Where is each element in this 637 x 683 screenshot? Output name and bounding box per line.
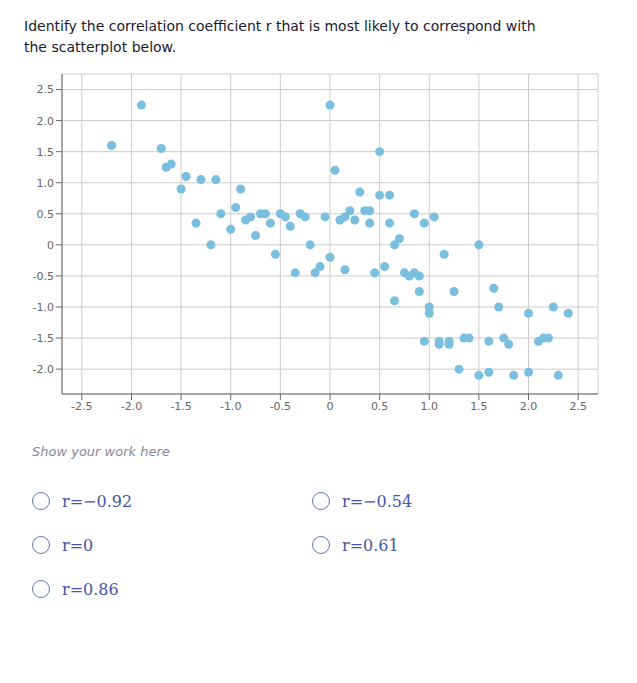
svg-text:0: 0 [327, 400, 334, 413]
svg-text:1.5: 1.5 [37, 146, 55, 159]
svg-text:2.5: 2.5 [569, 400, 587, 413]
html-text:r=−0.92: r=−0.92 [62, 491, 133, 511]
svg-text:-1.5: -1.5 [170, 400, 191, 413]
svg-text:0.5: 0.5 [37, 208, 55, 221]
svg-text:-2.0: -2.0 [33, 363, 54, 376]
html-text:the scatterplot below.: the scatterplot below. [24, 39, 177, 55]
svg-text:-0.5: -0.5 [270, 400, 291, 413]
svg-text:0: 0 [47, 239, 54, 252]
html-text:r=−0.54: r=−0.54 [342, 491, 413, 511]
svg-text:2.0: 2.0 [520, 400, 538, 413]
html-text:r=0.61: r=0.61 [342, 535, 399, 555]
html-text:r=0: r=0 [62, 535, 94, 555]
svg-text:-1.0: -1.0 [220, 400, 241, 413]
svg-text:1.0: 1.0 [421, 400, 439, 413]
svg-text:1.0: 1.0 [37, 177, 55, 190]
svg-text:0.5: 0.5 [371, 400, 389, 413]
html-text:r=0.86: r=0.86 [62, 579, 119, 599]
svg-text:2.0: 2.0 [37, 115, 55, 128]
svg-text:2.5: 2.5 [37, 83, 55, 96]
svg-text:-0.5: -0.5 [33, 270, 54, 283]
svg-text:-1.0: -1.0 [33, 301, 54, 314]
svg-text:-1.5: -1.5 [33, 332, 54, 345]
svg-text:-2.5: -2.5 [71, 400, 92, 413]
html-text:Show your work here: Show your work here [32, 444, 170, 459]
svg-text:-2.0: -2.0 [121, 400, 142, 413]
html-text:Identify the correlation coeff: Identify the correlation coefficient r t… [24, 18, 536, 34]
svg-text:1.5: 1.5 [470, 400, 488, 413]
